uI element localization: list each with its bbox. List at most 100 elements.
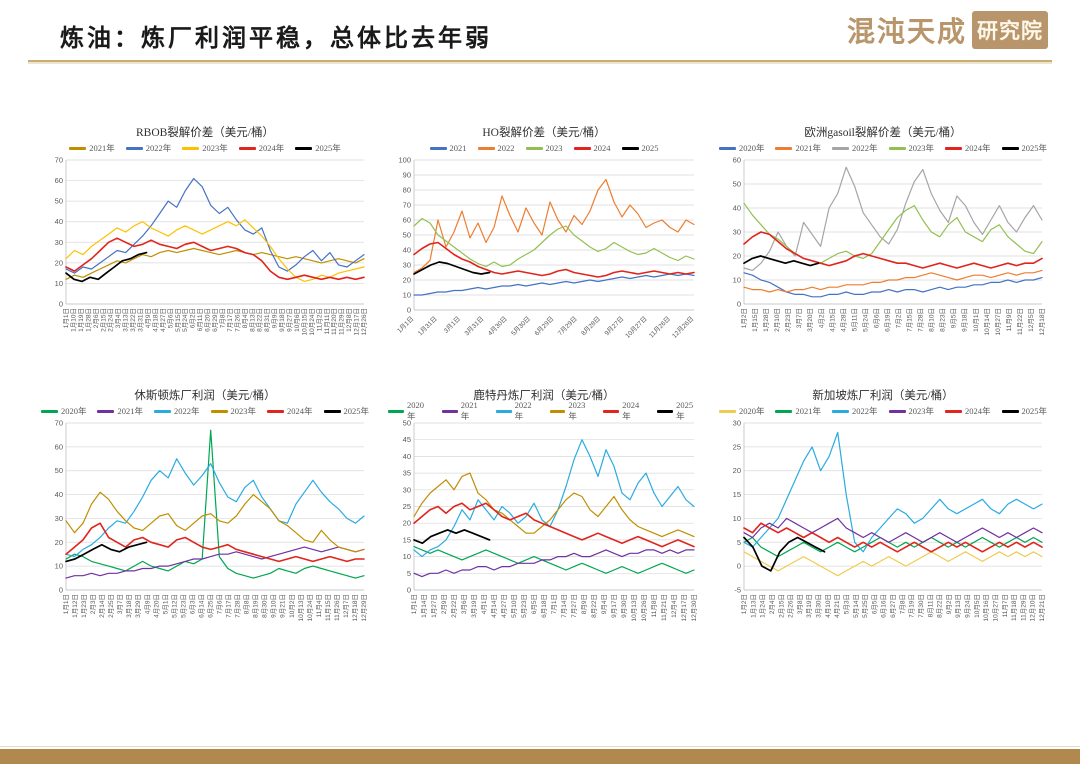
x-tick-label: 10月14日 xyxy=(983,308,991,335)
x-tick-label: 7月8日 xyxy=(218,308,226,328)
legend-item: 2023年 xyxy=(210,405,257,417)
x-tick-label: 6月19日 xyxy=(883,308,891,332)
chart-title: RBOB裂解价差（美元/桶） xyxy=(135,127,274,139)
series-line-2025年 xyxy=(65,251,148,283)
y-tick-label: 30 xyxy=(55,238,63,247)
x-tick-label: 11月7日 xyxy=(1001,594,1009,617)
legend-label: 2022 xyxy=(497,143,515,153)
x-tick-label: 8月11日 xyxy=(926,594,934,617)
x-tick-label: 11月11日 xyxy=(323,308,331,335)
legend-item: 2025 xyxy=(621,143,659,153)
x-tick-label: 8月28日 xyxy=(580,315,603,338)
legend-swatch xyxy=(153,409,171,413)
series-line-2023 xyxy=(413,217,695,268)
x-tick-label: 5月12日 xyxy=(170,594,178,618)
x-tick-label: 9月18日 xyxy=(961,308,969,332)
x-tick-label: 2月15日 xyxy=(99,308,107,332)
legend-swatch xyxy=(888,146,906,150)
legend-label: 2022年 xyxy=(145,143,172,153)
legend-item: 2022年 xyxy=(153,405,200,417)
logo-stamp-seal: 研究院 xyxy=(972,11,1048,49)
legend-item: 2023 xyxy=(525,143,563,153)
x-tick-label: 3月1日 xyxy=(442,315,462,335)
x-tick-label: 12月21日 xyxy=(1038,594,1046,621)
x-tick-label: 3月6日 xyxy=(460,594,468,614)
x-tick-label: 7月6日 xyxy=(216,594,224,614)
chart-plot: 0 5 10 15 20 25 30 35 40 45 50 1月1日 1月14日 1月27日 2月9日 2月… xyxy=(403,419,698,622)
series-line-2024年 xyxy=(743,522,1043,553)
x-tick-label: 7月2日 xyxy=(895,308,903,328)
header-divider xyxy=(28,60,1052,62)
y-tick-label: 30 xyxy=(403,261,411,270)
x-tick-label: 6月27日 xyxy=(889,594,897,618)
y-tick-label: 20 xyxy=(733,252,741,261)
x-tick-label: 3月29日 xyxy=(134,594,142,618)
series-line-2025年 xyxy=(743,536,826,572)
x-tick-label: 12月26日 xyxy=(360,308,368,335)
x-tick-label: 11月21日 xyxy=(660,594,668,621)
y-tick-label: 15 xyxy=(403,535,411,544)
x-tick-label: 3月30日 xyxy=(815,594,823,618)
series-line-2023年 xyxy=(413,472,695,538)
y-tick-label: 25 xyxy=(403,502,411,511)
legend-label: 2023年 xyxy=(230,406,257,416)
x-tick-label: 10月6日 xyxy=(293,308,301,332)
legend-swatch xyxy=(97,409,115,413)
series-line-2025年 xyxy=(413,529,491,545)
legend-swatch xyxy=(69,146,87,150)
y-tick-label: 30 xyxy=(403,485,411,494)
legend-swatch xyxy=(549,409,566,413)
legend-swatch xyxy=(477,146,495,150)
x-tick-label: 5月23日 xyxy=(179,594,187,618)
legend-swatch xyxy=(295,146,313,150)
y-tick-label: 90 xyxy=(403,171,411,180)
series-line-2021年 xyxy=(413,549,695,578)
legend-swatch xyxy=(775,146,793,150)
legend-item: 2023年 xyxy=(888,405,934,417)
x-tick-label: 7月19日 xyxy=(908,594,916,618)
y-tick-label: 35 xyxy=(403,469,411,478)
x-tick-label: 8月30日 xyxy=(261,594,269,618)
x-tick-label: 10月24日 xyxy=(308,308,316,335)
x-tick-label: 1月28日 xyxy=(762,308,770,332)
legend-label: 2025年 xyxy=(343,406,370,416)
series-line-2023年 xyxy=(743,202,1043,264)
y-tick-label: 45 xyxy=(403,435,411,444)
legend-item: 2022年 xyxy=(125,142,172,154)
legend-item: 2024年 xyxy=(945,142,991,154)
x-tick-label: 7月8日 xyxy=(898,594,906,614)
legend-swatch xyxy=(267,409,285,413)
series-line-2024年 xyxy=(743,231,1043,269)
y-tick-label: 40 xyxy=(55,490,63,499)
series-line-2020年 xyxy=(413,546,695,574)
x-tick-label: 2月14日 xyxy=(98,594,106,618)
series-line-2022年 xyxy=(743,431,1043,553)
x-tick-label: 6月11日 xyxy=(196,308,204,331)
x-tick-label: 10月27日 xyxy=(991,594,999,621)
x-tick-label: 4月9日 xyxy=(143,594,151,614)
y-tick-label: 70 xyxy=(55,156,63,165)
x-tick-label: 2月25日 xyxy=(107,594,115,618)
x-tick-label: 3月4日 xyxy=(114,308,122,328)
x-tick-label: 9月21日 xyxy=(279,594,287,618)
x-tick-label: 8月13日 xyxy=(248,308,256,332)
x-tick-label: 6月2日 xyxy=(189,308,197,328)
y-tick-label: 10 xyxy=(55,562,63,571)
x-tick-label: 8月23日 xyxy=(939,308,947,332)
x-tick-label: 1月1日 xyxy=(395,315,415,335)
legend-label: 2023年 xyxy=(202,143,228,153)
x-tick-label: 9月17日 xyxy=(610,594,618,618)
y-tick-label: 0 xyxy=(59,586,63,595)
x-tick-label: 8月19日 xyxy=(252,594,260,618)
x-tick-label: 5月10日 xyxy=(510,594,518,618)
legend-item: 2021年 xyxy=(69,142,115,154)
x-tick-label: 9月4日 xyxy=(600,594,608,614)
legend-label: 2024 xyxy=(593,143,611,153)
legend-item: 2025年 xyxy=(295,142,341,154)
x-tick-label: 4月2日 xyxy=(817,308,825,328)
x-tick-label: 6月29日 xyxy=(533,315,556,338)
y-tick-label: 70 xyxy=(403,201,411,210)
x-tick-label: 1月28日 xyxy=(84,308,92,332)
legend-item: 2023年 xyxy=(549,400,593,422)
